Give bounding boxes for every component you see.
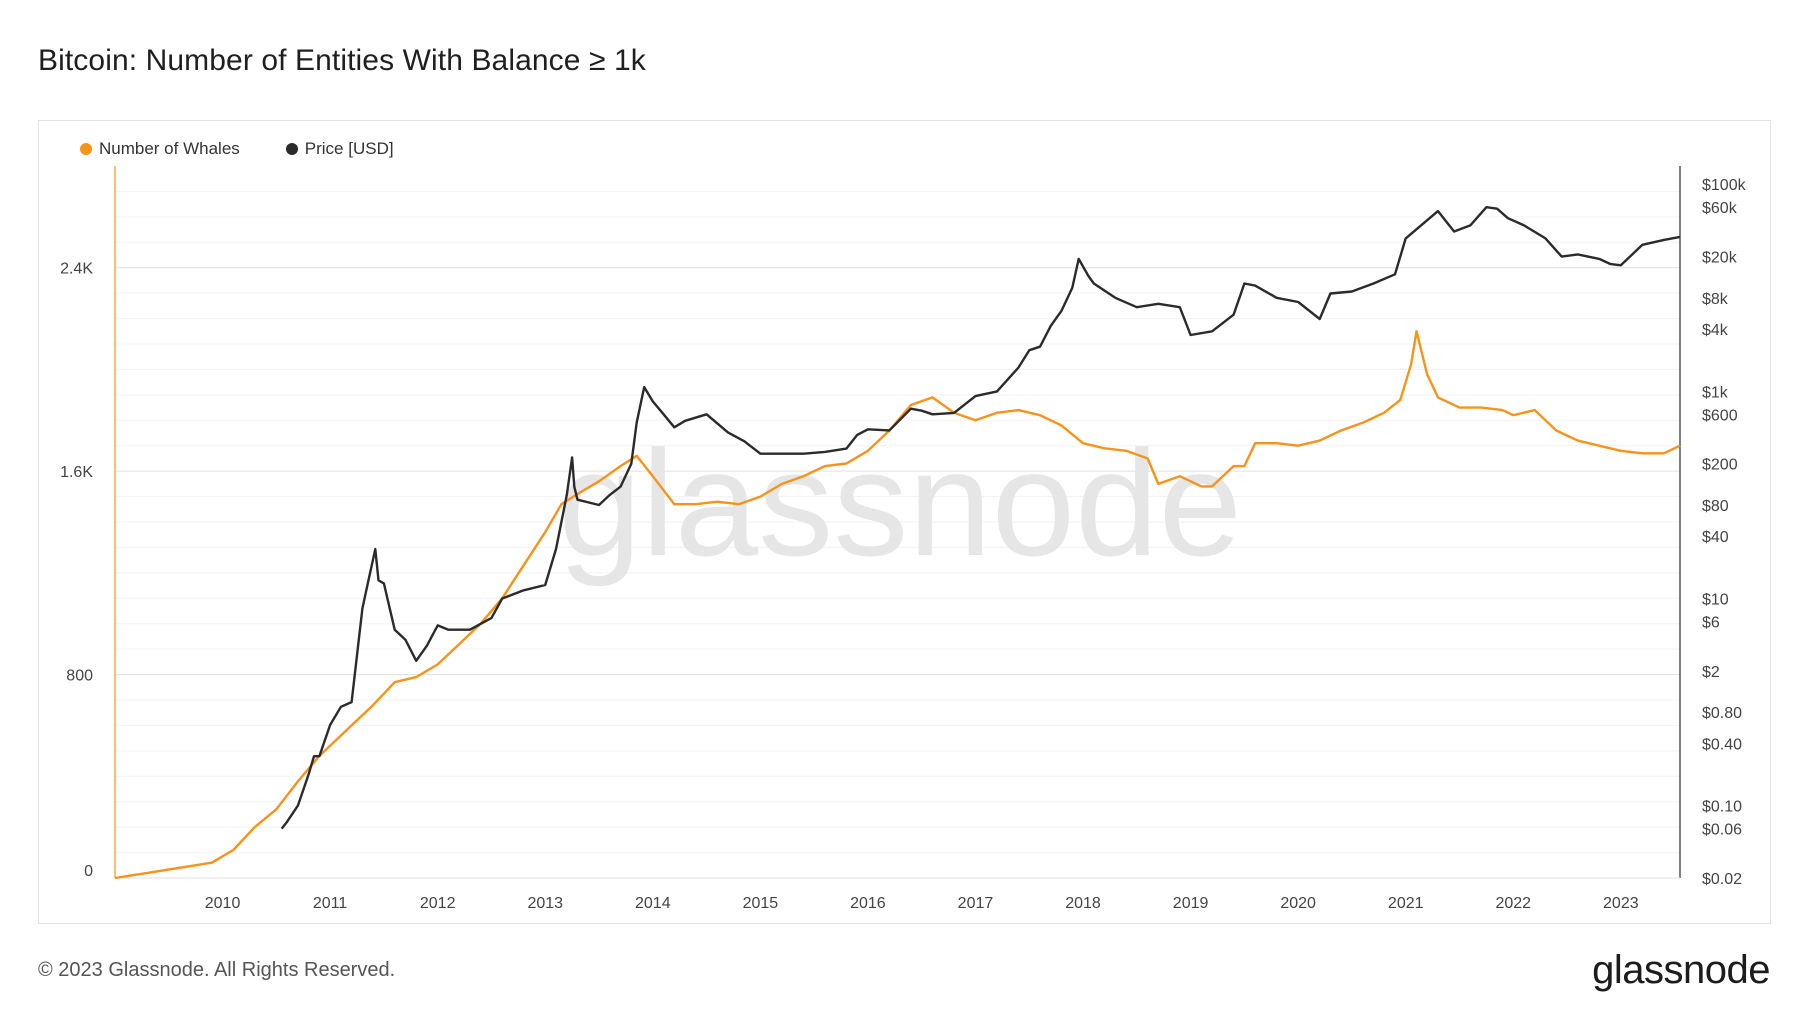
- price-legend-dot-icon: [285, 143, 298, 155]
- y-right-tick-label: $6: [1702, 614, 1720, 631]
- x-tick-label: 2015: [743, 895, 779, 912]
- series-line-price: [280, 206, 1681, 830]
- x-tick-label: 2018: [1065, 895, 1101, 912]
- y-right-tick-label: $0.80: [1702, 705, 1742, 722]
- x-tick-label: 2016: [850, 895, 886, 912]
- y-right-tick-label: $1k: [1702, 384, 1729, 401]
- y-right-tick-label: $0.06: [1702, 822, 1742, 839]
- y-right-tick-label: $4k: [1702, 322, 1729, 339]
- brand-logo[interactable]: glassnode: [1592, 948, 1770, 992]
- x-tick-label: 2022: [1495, 895, 1531, 912]
- y-left-tick-label: 0: [84, 863, 93, 880]
- x-tick-label: 2021: [1388, 895, 1424, 912]
- y-right-tick-label: $10: [1702, 591, 1729, 608]
- y-right-tick-label: $0.02: [1702, 871, 1742, 888]
- copyright: © 2023 Glassnode. All Rights Reserved.: [38, 959, 396, 981]
- page-title: Bitcoin: Number of Entities With Balance…: [38, 44, 646, 77]
- y-left-tick-label: 2.4K: [60, 261, 93, 278]
- x-tick-label: 2014: [635, 895, 671, 912]
- series-line-whales: [114, 330, 1681, 880]
- y-right-tick-label: $0.40: [1702, 736, 1742, 753]
- legend-label-price: Price [USD]: [304, 139, 394, 158]
- x-tick-label: 2010: [205, 895, 241, 912]
- legend-item-price[interactable]: Price [USD]: [285, 139, 394, 159]
- y-left-tick-label: 1.6K: [60, 464, 93, 481]
- y-right-tick-label: $2: [1702, 664, 1720, 681]
- x-tick-label: 2023: [1603, 895, 1639, 912]
- y-right-tick-label: $0.10: [1702, 799, 1742, 816]
- y-right-tick-label: $100k: [1702, 177, 1747, 194]
- y-right-tick-label: $600: [1702, 407, 1738, 424]
- whales-legend-dot-icon: [80, 143, 92, 155]
- y-right-tick-label: $80: [1702, 498, 1729, 515]
- y-right-tick-label: $60k: [1702, 200, 1738, 217]
- y-right-tick-label: $40: [1702, 529, 1729, 546]
- watermark-text: glassnode: [558, 419, 1242, 587]
- x-tick-label: 2019: [1173, 895, 1209, 912]
- x-tick-label: 2013: [527, 895, 563, 912]
- y-right-tick-label: $200: [1702, 457, 1738, 474]
- x-tick-label: 2012: [420, 895, 456, 912]
- y-left-tick-label: 800: [66, 668, 93, 685]
- y-right-tick-label: $8k: [1702, 291, 1729, 308]
- legend-label-whales: Number of Whales: [99, 139, 240, 158]
- x-tick-label: 2017: [958, 895, 994, 912]
- legend-item-whales[interactable]: Number of Whales: [80, 139, 240, 159]
- chart-legend: Number of Whales Price [USD]: [80, 139, 394, 159]
- y-right-tick-label: $20k: [1702, 250, 1738, 267]
- x-tick-label: 2011: [313, 895, 348, 912]
- x-tick-label: 2020: [1280, 895, 1316, 912]
